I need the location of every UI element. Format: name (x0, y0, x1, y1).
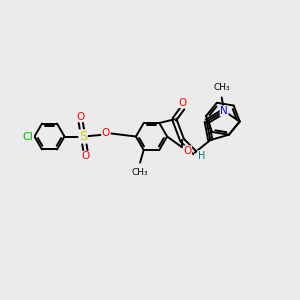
Text: CH₃: CH₃ (213, 83, 230, 92)
Text: O: O (81, 151, 90, 161)
Text: S: S (79, 130, 87, 143)
Text: CH₃: CH₃ (132, 168, 148, 177)
Text: O: O (102, 128, 110, 139)
Text: O: O (76, 112, 85, 122)
Text: H: H (198, 151, 205, 161)
Text: Cl: Cl (22, 131, 33, 142)
Text: O: O (183, 146, 192, 156)
Text: N: N (220, 106, 228, 116)
Text: O: O (178, 98, 187, 108)
